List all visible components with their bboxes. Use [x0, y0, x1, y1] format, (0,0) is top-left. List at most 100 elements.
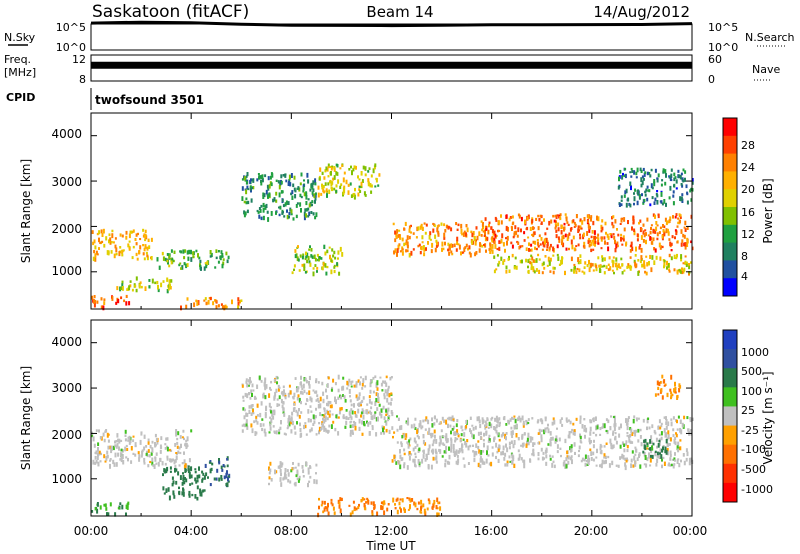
power-cell: [314, 193, 317, 198]
velocity-cell: [413, 501, 416, 506]
power-cell: [596, 215, 598, 221]
velocity-cell: [621, 441, 624, 445]
velocity-cell: [414, 427, 417, 430]
velocity-cell: [571, 428, 574, 432]
velocity-cell: [660, 436, 663, 441]
power-cell: [335, 190, 338, 193]
velocity-cell: [406, 497, 409, 500]
power-cell: [653, 260, 656, 265]
freq-label-line1: Freq.: [4, 53, 31, 66]
velocity-cell: [159, 444, 162, 449]
power-cell: [488, 248, 491, 251]
velocity-cell: [397, 417, 400, 421]
velocity-cell: [454, 431, 457, 436]
velocity-cell: [491, 446, 494, 449]
velocity-cell: [475, 451, 478, 456]
power-cell: [237, 301, 240, 307]
power-cell: [512, 235, 515, 239]
power-cell: [484, 243, 487, 248]
power-cell: [557, 256, 560, 261]
velocity-cell: [623, 448, 626, 453]
power-cell: [352, 193, 355, 198]
velocity-cell: [97, 447, 99, 452]
velocity-cell: [246, 383, 249, 388]
velocity-cell: [687, 428, 690, 432]
power-cell: [615, 243, 618, 249]
power-cell: [560, 259, 563, 265]
power-cell: [406, 244, 409, 249]
velocity-cell: [104, 503, 107, 508]
velocity-cell: [348, 389, 351, 394]
power-cell: [579, 254, 582, 258]
power-cell: [103, 243, 106, 248]
power-cell: [655, 221, 658, 225]
velocity-cell: [346, 387, 349, 390]
power-cell: [668, 253, 671, 258]
velocity-cell: [433, 429, 436, 434]
velocity-cell: [366, 403, 369, 406]
power-cell: [367, 170, 370, 173]
power-cell: [559, 217, 562, 221]
velocity-cell: [645, 463, 648, 468]
power-cell: [434, 234, 437, 239]
velocity-cell: [290, 469, 293, 473]
power-cell: [489, 243, 492, 248]
velocity-cell: [485, 422, 488, 427]
power-cell: [675, 230, 678, 236]
velocity-cell: [416, 429, 419, 435]
power-cell: [306, 259, 309, 264]
velocity-cell: [668, 443, 671, 446]
velocity-cell: [537, 452, 540, 457]
power-cell: [160, 282, 163, 288]
velocity-cell: [322, 391, 325, 396]
power-cell: [565, 247, 568, 251]
velocity-cell: [403, 448, 406, 452]
power-cell: [472, 231, 475, 236]
power-cell: [121, 280, 124, 284]
velocity-cell: [309, 405, 312, 408]
power-cell: [443, 223, 446, 227]
power-cell: [663, 232, 666, 237]
power-cell: [579, 220, 582, 223]
power-cell: [451, 252, 454, 256]
velocity-cell: [439, 506, 442, 511]
power-cell: [505, 237, 507, 240]
power-cell: [623, 194, 626, 198]
power-cell: [437, 232, 440, 237]
velocity-cell: [532, 442, 535, 447]
velocity-cell: [409, 504, 411, 508]
power-cell: [539, 243, 542, 246]
power-cell: [112, 241, 115, 244]
velocity-cell: [488, 438, 491, 443]
power-cell: [660, 200, 663, 204]
velocity-cell: [117, 452, 120, 457]
velocity-cell: [371, 510, 374, 514]
power-cell: [456, 236, 459, 242]
power-cell: [364, 166, 367, 171]
power-cell: [94, 253, 97, 258]
power-cell: [494, 244, 497, 249]
power-cell: [531, 256, 534, 261]
velocity-cell: [424, 428, 427, 431]
velocity-cell: [358, 396, 361, 400]
power-cell: [243, 210, 246, 215]
velocity-cell: [163, 492, 166, 495]
velocity-cell: [483, 432, 485, 437]
power-cell: [109, 237, 112, 242]
power-cell: [633, 259, 636, 264]
velocity-cell: [249, 396, 252, 400]
power-cell: [256, 178, 259, 182]
velocity-cell: [580, 441, 583, 444]
power-cell: [154, 281, 157, 285]
power-cell: [623, 217, 626, 222]
power-cell: [678, 213, 681, 216]
power-cell: [480, 220, 483, 223]
power-cell: [352, 167, 355, 172]
power-cell: [566, 221, 569, 224]
velocity-cell: [477, 445, 480, 450]
velocity-cell: [226, 464, 229, 468]
velocity-cell: [646, 457, 649, 462]
velocity-cell: [166, 455, 169, 459]
velocity-cell: [298, 397, 301, 403]
velocity-cell: [269, 388, 272, 391]
